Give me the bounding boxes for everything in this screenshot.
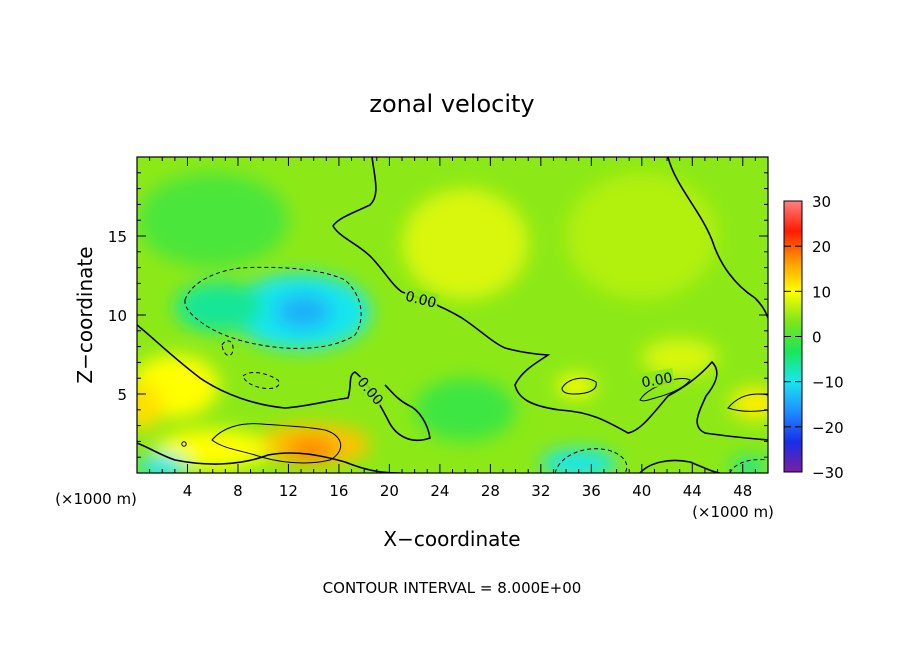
negative-contour-upper <box>184 266 362 349</box>
contour-labels: 0.000.00 0.00 <box>354 286 675 409</box>
colorbar: 30 20 10 0 −10 −20 −30 <box>783 193 844 482</box>
colorbar-tick-label-2: 10 <box>812 283 831 301</box>
y-axis-label: Z−coordinate <box>73 246 97 383</box>
x-tick-label-28: 28 <box>481 482 500 500</box>
negative-contour-left <box>242 372 280 389</box>
y-tick-label-5: 5 <box>117 386 127 404</box>
plot-area: 0.000.00 0.00 <box>137 157 768 473</box>
field-blob-8 <box>137 454 188 473</box>
colorbar-tick-label-6: −30 <box>812 464 844 482</box>
colorbar-tick-label-3: 0 <box>812 329 822 347</box>
x-tick-label-44: 44 <box>683 482 702 500</box>
contour-dot <box>181 441 187 447</box>
field-blob-11 <box>557 375 596 398</box>
y-tick-label-15: 15 <box>108 228 127 246</box>
zero-contour-right <box>667 157 768 319</box>
x-axis-label: X−coordinate <box>383 527 520 551</box>
colorbar-tick-label-4: −10 <box>812 374 844 392</box>
colorbar-tick-label-0: 30 <box>812 193 831 211</box>
contour-lines <box>137 157 768 473</box>
zero-contour-bottom-right <box>639 459 721 473</box>
x-tick-label-40: 40 <box>632 482 651 500</box>
x-tick-label-48: 48 <box>733 482 752 500</box>
x-axis-unit: (×1000 m) <box>692 503 774 521</box>
x-tick-label-8: 8 <box>233 482 243 500</box>
y-axis-unit: (×1000 m) <box>55 490 137 508</box>
negative-contour-small-loop <box>221 340 234 356</box>
x-tick-label-12: 12 <box>279 482 298 500</box>
field-blob-9 <box>540 449 617 473</box>
x-tick-label-32: 32 <box>531 482 550 500</box>
contour-label-2: 0.00 <box>640 370 673 391</box>
field-shading <box>137 172 768 473</box>
field-blob-10 <box>730 457 768 473</box>
positive-contour-right-blob <box>561 377 597 395</box>
positive-contour-right-edge <box>727 393 768 412</box>
field-blob-2 <box>174 281 264 333</box>
chart-title: zonal velocity <box>369 90 534 118</box>
x-tick-label-16: 16 <box>329 482 348 500</box>
colorbar-tick-label-5: −20 <box>812 419 844 437</box>
field-blob-16 <box>137 172 289 268</box>
field-blob-17 <box>414 378 516 442</box>
zero-contour-lower-left <box>137 324 431 442</box>
field-blob-15 <box>566 172 718 300</box>
x-tick-label-4: 4 <box>183 482 193 500</box>
field-blob-12 <box>730 387 768 420</box>
field-blob-7 <box>137 382 163 431</box>
zero-contour-main <box>332 157 768 441</box>
field-blob-14 <box>402 188 529 300</box>
x-axis: 4 8 12 16 20 24 28 32 36 40 44 48 <box>149 157 756 500</box>
zero-contour-bottom <box>137 442 401 473</box>
colorbar-tick-label-1: 20 <box>812 238 831 256</box>
negative-contour-bottom-mid <box>554 448 628 473</box>
field-blob-13 <box>641 338 718 377</box>
negative-contour-bottom-right <box>729 459 768 473</box>
y-axis: 5 10 15 <box>108 172 768 458</box>
x-tick-label-24: 24 <box>430 482 449 500</box>
field-blob-5 <box>155 428 270 470</box>
contour-interval-note: CONTOUR INTERVAL = 8.000E+00 <box>323 579 582 597</box>
field-blob-4 <box>285 438 337 461</box>
x-tick-label-36: 36 <box>582 482 601 500</box>
field-blob-1 <box>275 294 332 330</box>
contour-label-0: 0.00 <box>404 289 438 312</box>
x-tick-label-20: 20 <box>380 482 399 500</box>
y-tick-label-10: 10 <box>108 307 127 325</box>
positive-contour-lower <box>211 423 342 464</box>
